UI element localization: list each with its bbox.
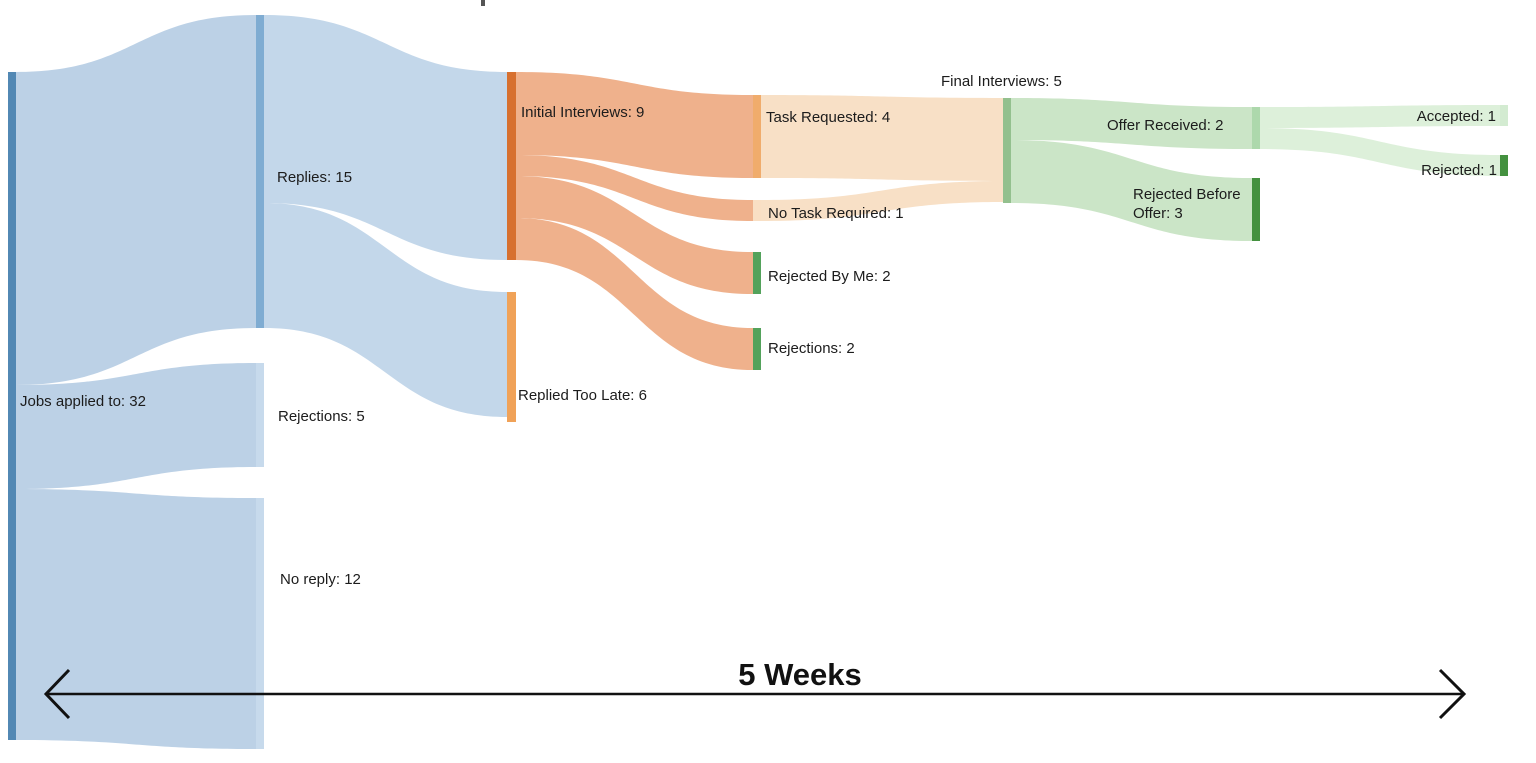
label-final: Final Interviews: 5 [941,73,1062,90]
flow-jobs-rejections5[interactable] [16,363,256,489]
label-notask: No Task Required: 1 [768,205,904,222]
node-offer[interactable] [1252,107,1260,149]
node-accepted[interactable] [1500,105,1508,126]
label-initial: Initial Interviews: 9 [521,104,644,121]
flow-initial-task[interactable] [516,72,753,178]
flow-task-final[interactable] [761,95,1003,181]
flow-jobs-noreply[interactable] [16,489,256,749]
flow-initial-rejections2[interactable] [516,218,753,370]
label-rejections5: Rejections: 5 [278,408,365,425]
flow-replies-late[interactable] [264,203,507,417]
node-late[interactable] [507,292,516,422]
label-rejections2: Rejections: 2 [768,340,855,357]
arrow-right-head-icon [1438,668,1467,720]
node-rejected[interactable] [1500,155,1508,176]
flow-offer-rejected[interactable] [1260,128,1500,176]
node-replies[interactable] [256,15,264,328]
flow-final-offer[interactable] [1011,98,1252,149]
node-noreply[interactable] [256,498,264,749]
flow-jobs-replies[interactable] [16,15,256,385]
label-late: Replied Too Late: 6 [518,387,647,404]
label-rejected: Rejected: 1 [1421,162,1497,179]
node-rejections5[interactable] [256,363,264,467]
flow-notask-final[interactable] [761,181,1003,221]
arrow-left-head-icon [43,668,71,720]
node-notask[interactable] [753,200,761,221]
label-offer: Offer Received: 2 [1107,117,1223,134]
node-rejbefore[interactable] [1252,178,1260,241]
node-final[interactable] [1003,98,1011,203]
flow-replies-initial[interactable] [264,15,507,260]
flow-initial-notask[interactable] [516,155,753,221]
label-accepted: Accepted: 1 [1417,108,1496,125]
stray-mark [481,0,485,6]
label-task: Task Requested: 4 [766,109,890,126]
flow-initial-rejbyme[interactable] [516,176,753,294]
node-task[interactable] [753,95,761,178]
sankey-layer: Jobs applied to: 32 Replies: 15 Rejections… [8,15,1508,749]
label-rejbefore: Rejected Before Offer: 3 [1133,186,1241,222]
timeline-arrow [43,668,1467,720]
label-replies: Replies: 15 [277,169,352,186]
label-noreply: No reply: 12 [280,571,361,588]
node-rejbyme[interactable] [753,252,761,294]
label-rejbyme: Rejected By Me: 2 [768,268,891,285]
node-rejections2[interactable] [753,328,761,370]
node-jobs[interactable] [8,72,16,740]
duration-label: 5 Weeks [738,657,862,692]
flow-offer-accepted[interactable] [1260,105,1500,128]
flow-final-rejbefore[interactable] [1011,140,1252,241]
node-initial[interactable] [507,72,516,260]
label-jobs: Jobs applied to: 32 [20,393,146,410]
